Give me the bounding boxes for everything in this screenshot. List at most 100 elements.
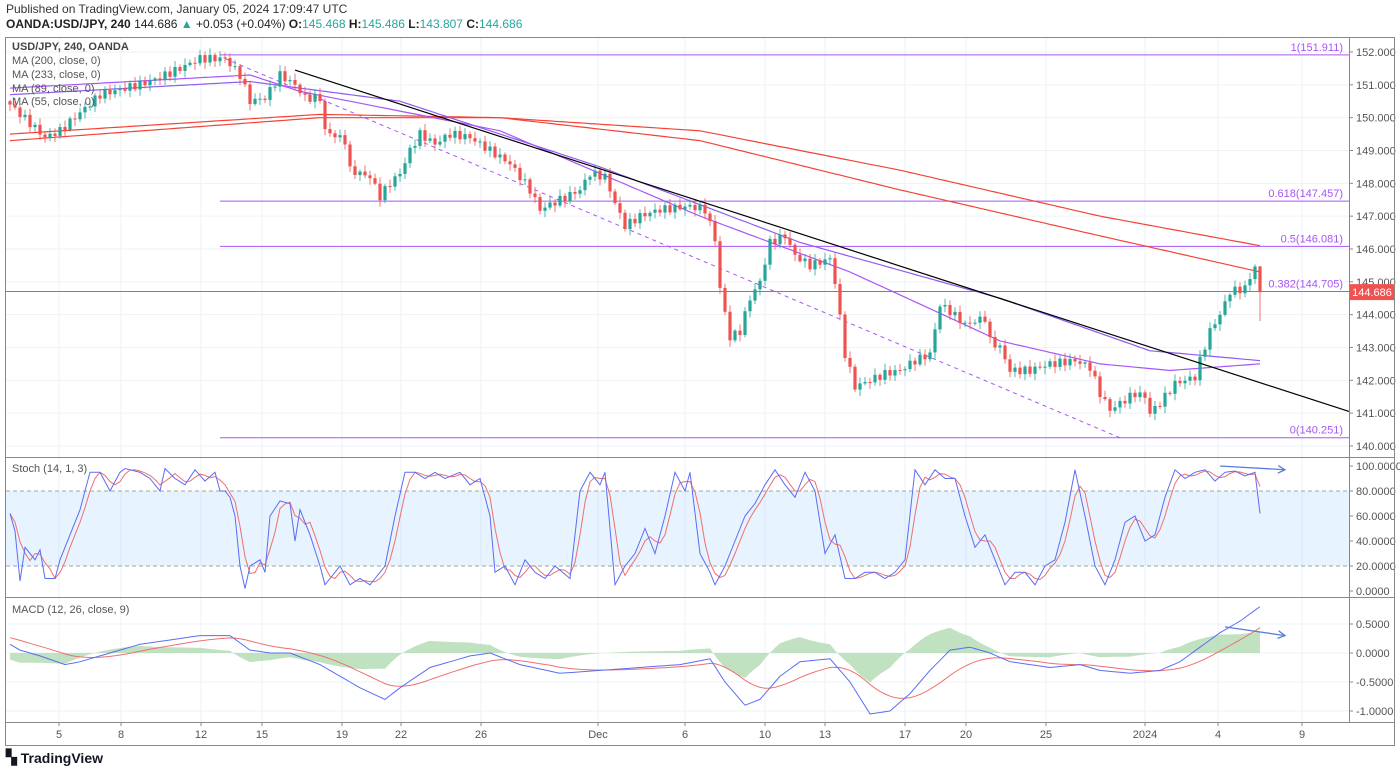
candle <box>1043 360 1047 375</box>
candle-body <box>608 173 612 192</box>
candle-body <box>1248 279 1252 286</box>
candle-body <box>458 130 462 140</box>
legend-macd[interactable]: MACD (12, 26, close, 9) <box>12 604 130 616</box>
candle-body <box>788 238 792 245</box>
tradingview-logo[interactable]: ▚ TradingView <box>6 749 103 766</box>
candle <box>1038 361 1042 370</box>
candle <box>178 64 182 75</box>
candle-body <box>473 138 477 142</box>
candle <box>1193 373 1197 386</box>
candle-body <box>1183 380 1187 384</box>
candle-body <box>823 259 827 265</box>
candle-body <box>108 89 112 95</box>
candle-body <box>913 360 917 365</box>
candle <box>678 198 682 212</box>
macd-pane[interactable] <box>9 606 1287 715</box>
candle-body <box>743 311 747 335</box>
price-axis-label: 141.000 <box>1356 408 1396 420</box>
candle <box>463 128 467 145</box>
candle-body <box>168 71 172 77</box>
candle <box>943 298 947 313</box>
candle-body <box>548 202 552 208</box>
candle <box>1133 389 1137 403</box>
candle <box>703 198 707 219</box>
chart-border <box>5 37 1395 746</box>
candle <box>863 377 867 386</box>
price-pane[interactable]: 1(151.911) 0.618(147.457) 0.5(146.081) 0.38… <box>6 42 1350 439</box>
candle-body <box>748 300 752 312</box>
low-value: 143.807 <box>419 17 463 31</box>
candle-body <box>218 57 222 62</box>
candle <box>398 168 402 182</box>
candle-body <box>1198 356 1202 381</box>
candle <box>983 310 987 324</box>
legend-ma200[interactable]: MA (200, close, 0) <box>12 55 101 67</box>
stoch-axis-label: 40.0000 <box>1356 536 1396 548</box>
candle <box>103 86 107 104</box>
candle-body <box>98 95 102 99</box>
candle <box>513 159 517 172</box>
candle-body <box>293 79 297 85</box>
fib-level-label: 0.618(147.457) <box>1268 188 1343 200</box>
candle <box>783 230 787 245</box>
candle-body <box>658 209 662 213</box>
candle-body <box>498 154 502 158</box>
candle-body <box>898 370 902 372</box>
candle-body <box>1138 392 1142 398</box>
candle <box>853 364 857 393</box>
candle <box>708 210 712 227</box>
candle <box>58 123 62 139</box>
time-label: 25 <box>1040 729 1052 741</box>
candle-body <box>1238 286 1242 294</box>
candle <box>1163 386 1167 414</box>
candle-body <box>1058 358 1062 367</box>
candle-body <box>978 316 982 323</box>
high-value: 145.486 <box>361 17 405 31</box>
candle <box>643 206 647 222</box>
candle <box>388 179 392 193</box>
candle <box>748 295 752 318</box>
candle <box>138 75 142 96</box>
candle <box>1243 280 1247 298</box>
candle-body <box>303 93 307 95</box>
candle <box>688 199 692 210</box>
current-price-tag <box>1349 284 1395 301</box>
candle-body <box>223 57 227 59</box>
candle <box>53 128 57 143</box>
candle-body <box>693 204 697 211</box>
candle-body <box>483 141 487 151</box>
candle <box>283 66 287 87</box>
candle-body <box>1123 400 1127 404</box>
logo-text: TradingView <box>20 749 103 766</box>
candle <box>1083 360 1087 368</box>
candle <box>1183 375 1187 390</box>
candle-body <box>493 146 497 158</box>
candle <box>878 373 882 386</box>
legend-stoch[interactable]: Stoch (14, 1, 3) <box>12 463 88 475</box>
candle <box>248 80 252 111</box>
candle <box>188 59 192 67</box>
candle-body <box>23 114 27 117</box>
candle-body <box>793 244 797 255</box>
candle-body <box>1108 399 1112 411</box>
candle-body <box>583 179 587 191</box>
candle <box>168 66 172 82</box>
legend-ma55[interactable]: MA (55, close, 0) <box>12 96 95 108</box>
candle <box>38 118 42 140</box>
legend-ma233[interactable]: MA (233, close, 0) <box>12 69 101 81</box>
stoch-k-line <box>9 467 1261 589</box>
price-axis-label: 143.000 <box>1356 342 1396 354</box>
candle <box>933 322 937 359</box>
candle <box>193 57 197 70</box>
candle-body <box>758 280 762 290</box>
time-label: 20 <box>960 729 972 741</box>
stoch-pane[interactable] <box>9 464 1287 589</box>
candle-body <box>518 167 522 181</box>
legend-ma89[interactable]: MA (89, close, 0) <box>12 83 95 95</box>
candle <box>948 300 952 321</box>
candle-body <box>768 238 772 265</box>
candle-body <box>723 287 727 312</box>
published-line: Published on TradingView.com, January 05… <box>6 2 348 16</box>
arrow-shaft <box>1224 626 1286 637</box>
